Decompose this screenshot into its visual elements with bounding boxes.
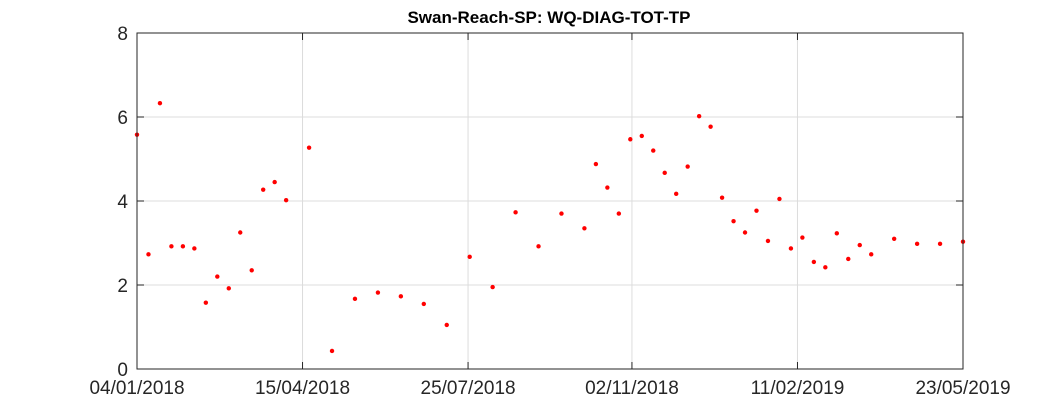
data-point xyxy=(662,170,667,176)
data-point xyxy=(398,294,404,299)
data-point xyxy=(157,100,163,106)
data-point xyxy=(249,268,254,273)
data-point xyxy=(731,218,736,224)
data-point xyxy=(272,179,277,185)
data-point xyxy=(582,226,587,231)
data-point xyxy=(467,254,472,260)
data-point xyxy=(914,241,920,247)
data-point xyxy=(605,185,610,190)
data-point xyxy=(696,113,702,119)
data-point xyxy=(628,137,633,142)
x-tick-label: 23/05/2019 xyxy=(915,378,1010,399)
data-point xyxy=(777,196,782,202)
axis-ticks: 04/01/2018 15/04/2018 25/07/2018 02/11/2018… xyxy=(89,24,1010,399)
data-point xyxy=(203,300,209,305)
data-point xyxy=(811,259,817,265)
data-point xyxy=(238,230,243,235)
data-point xyxy=(719,195,725,200)
data-point xyxy=(329,348,335,354)
grid xyxy=(136,32,964,370)
data-point xyxy=(559,211,564,216)
data-point xyxy=(146,252,151,257)
data-point xyxy=(215,274,220,279)
y-tick-label: 8 xyxy=(117,24,128,45)
data-point xyxy=(490,284,495,290)
data-point xyxy=(169,244,174,249)
x-tick-label: 02/11/2018 xyxy=(585,378,679,399)
data-point xyxy=(593,161,599,167)
data-point xyxy=(639,133,644,139)
data-point xyxy=(375,290,381,295)
data-point xyxy=(651,148,656,153)
data-point xyxy=(800,235,805,240)
data-point xyxy=(846,256,851,262)
data-point xyxy=(891,236,897,241)
y-tick-label: 6 xyxy=(117,108,128,129)
data-point xyxy=(306,145,312,150)
y-tick-label: 2 xyxy=(117,276,128,297)
data-point xyxy=(754,208,759,213)
data-point xyxy=(869,252,874,257)
x-tick-label: 04/01/2018 xyxy=(89,378,184,399)
data-point xyxy=(742,230,748,235)
data-point xyxy=(536,244,541,249)
data-point xyxy=(283,197,289,203)
y-tick-label: 4 xyxy=(117,192,128,213)
data-point xyxy=(192,246,197,251)
data-point xyxy=(834,231,840,236)
data-point xyxy=(444,322,449,328)
data-point xyxy=(685,164,690,169)
data-point xyxy=(823,265,828,270)
data-point xyxy=(226,286,231,291)
chart-title: Swan-Reach-SP: WQ-DIAG-TOT-TP xyxy=(407,8,690,27)
data-point xyxy=(180,244,186,249)
data-point xyxy=(857,242,862,248)
data-point xyxy=(788,246,794,251)
data-point xyxy=(421,301,427,307)
y-tick-label: 0 xyxy=(117,360,128,381)
x-tick-label: 11/02/2019 xyxy=(751,378,845,399)
data-point xyxy=(765,238,771,244)
data-points xyxy=(134,100,966,354)
x-tick-label: 15/04/2018 xyxy=(255,378,350,399)
data-point xyxy=(616,211,622,216)
data-point xyxy=(260,187,266,192)
data-point xyxy=(352,296,358,302)
x-tick-label: 25/07/2018 xyxy=(421,378,516,399)
data-point xyxy=(673,191,679,197)
data-point xyxy=(708,124,713,129)
data-point xyxy=(937,241,943,247)
data-point xyxy=(513,210,518,215)
